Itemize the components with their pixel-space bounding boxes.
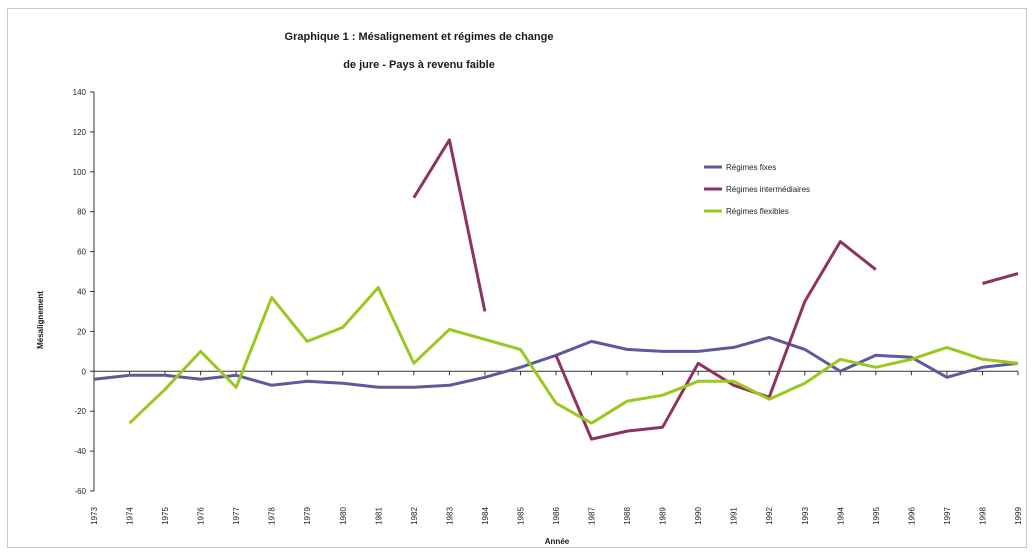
x-tick-label: 1997 [943, 507, 952, 525]
x-tick-label: 1977 [232, 507, 241, 525]
x-tick-label: 1994 [836, 507, 845, 525]
y-tick-label: 140 [73, 88, 87, 97]
x-tick-label: 1980 [339, 507, 348, 525]
y-tick-label: 40 [77, 288, 86, 297]
series-line-2 [412, 138, 487, 312]
x-tick-label: 1987 [588, 507, 597, 525]
x-tick-label: 1990 [694, 507, 703, 525]
x-tick-label: 1993 [801, 507, 810, 525]
x-tick-label: 1992 [765, 507, 774, 525]
y-tick-label: -20 [74, 407, 86, 416]
x-tick-label: 1996 [907, 507, 916, 525]
x-tick-label: 1981 [374, 507, 383, 525]
x-tick-label: 1973 [90, 507, 99, 525]
x-tick-label: 1982 [410, 507, 419, 525]
y-tick-label: 20 [77, 327, 86, 336]
x-tick-label: 1976 [197, 507, 206, 525]
x-tick-label: 1988 [623, 507, 632, 525]
x-tick-label: 1984 [481, 507, 490, 525]
series-line-2 [554, 240, 877, 441]
x-tick-label: 1974 [126, 507, 135, 525]
chart-frame [7, 8, 1027, 548]
x-tick-label: 1985 [516, 507, 525, 525]
x-tick-label: 1979 [303, 507, 312, 525]
x-tick-label: 1995 [872, 507, 881, 525]
y-tick-label: 120 [73, 128, 87, 137]
y-tick-label: -40 [74, 447, 86, 456]
series-line-2 [982, 272, 1019, 285]
x-tick-label: 1986 [552, 507, 561, 525]
y-axis-title: Mésalignement [36, 291, 45, 349]
y-tick-label: -60 [74, 487, 86, 496]
legend-label: Régimes fixes [726, 163, 776, 172]
series-line-3 [128, 286, 1019, 425]
series-layer [93, 138, 1019, 441]
y-axis-ticks: -60 -40 -20 0 20 40 60 80 100 120 140 [73, 88, 94, 496]
x-tick-label: 1975 [161, 507, 170, 525]
x-tick-label: 1983 [445, 507, 454, 525]
x-tick-label: 1998 [978, 507, 987, 525]
chart-title-line2: de jure - Pays à revenu faible [343, 59, 495, 71]
x-tick-label: 1991 [730, 507, 739, 525]
axes [93, 92, 1018, 491]
legend-label: Régimes intermédiaires [726, 185, 810, 194]
x-tick-label: 1989 [659, 507, 668, 525]
legend: Régimes fixes Régimes intermédiaires Régim… [704, 163, 810, 216]
y-tick-label: 80 [77, 208, 86, 217]
legend-label: Régimes flexibles [726, 207, 789, 216]
y-tick-label: 60 [77, 248, 86, 257]
x-tick-label: 1978 [268, 507, 277, 525]
y-tick-label: 0 [82, 367, 87, 376]
x-axis-ticks: 1973 1974 1975 1976 1977 1978 1979 1980 1981 1982… [90, 371, 1023, 525]
y-tick-label: 100 [73, 168, 87, 177]
series-line-1 [93, 335, 1019, 389]
chart-title-line1: Graphique 1 : Mésalignement et régimes d… [285, 31, 554, 43]
x-tick-label: 1999 [1014, 507, 1023, 525]
x-axis-title: Année [545, 537, 570, 546]
